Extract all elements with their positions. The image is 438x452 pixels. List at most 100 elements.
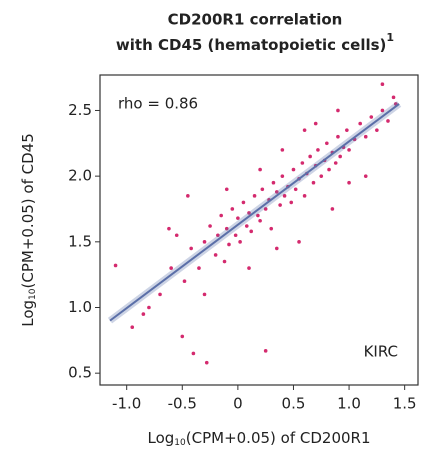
point — [186, 194, 190, 198]
point — [241, 200, 246, 205]
point — [271, 180, 276, 185]
point — [274, 246, 279, 251]
point — [280, 174, 285, 178]
point — [130, 325, 135, 330]
point — [380, 108, 385, 113]
point — [213, 253, 218, 257]
point — [180, 334, 185, 339]
x-tick-label: 0.5 — [282, 395, 306, 413]
point — [369, 115, 374, 119]
point — [345, 128, 349, 132]
point — [375, 128, 379, 132]
point — [308, 154, 312, 159]
point — [202, 292, 207, 297]
label-subscript: 10 — [174, 438, 186, 448]
point — [347, 180, 351, 185]
point — [358, 121, 362, 126]
point — [347, 148, 351, 152]
chart-title: CD200R1 correlation — [168, 11, 343, 29]
annotation: rho = 0.86 — [118, 95, 198, 113]
fit-line — [109, 103, 400, 322]
point — [244, 224, 249, 228]
point — [238, 240, 242, 244]
point — [208, 224, 212, 228]
point — [224, 187, 229, 192]
point — [330, 207, 335, 211]
point — [158, 292, 162, 297]
point — [222, 259, 227, 264]
point — [333, 161, 338, 165]
point — [363, 134, 368, 139]
point — [113, 263, 118, 268]
point — [189, 246, 193, 251]
plot-frame — [99, 74, 419, 386]
point — [280, 148, 285, 152]
point — [258, 219, 262, 223]
point — [319, 174, 324, 178]
x-tick-label: -1.0 — [112, 395, 141, 413]
point — [249, 229, 254, 234]
y-axis-label: Log10(CPM+0.05) of CD45 — [19, 133, 38, 327]
point — [327, 167, 331, 172]
point — [282, 194, 287, 198]
point — [216, 233, 220, 238]
y-tick-label: 2.0 — [68, 167, 92, 185]
point — [316, 148, 320, 152]
point — [274, 190, 279, 194]
point — [174, 233, 179, 238]
point — [247, 266, 251, 270]
point — [236, 216, 240, 220]
point — [202, 240, 207, 244]
point — [336, 108, 340, 113]
y-tick-label: 1.5 — [68, 232, 92, 250]
point — [252, 194, 257, 198]
point — [297, 240, 301, 244]
x-tick-label: -0.5 — [168, 395, 197, 413]
point — [263, 349, 268, 353]
label-part: Log — [19, 300, 37, 327]
point — [247, 211, 251, 215]
point — [300, 161, 305, 165]
point — [197, 266, 201, 270]
point — [391, 95, 396, 100]
point — [363, 174, 368, 178]
point — [278, 203, 282, 207]
point — [302, 194, 307, 198]
point — [313, 121, 318, 126]
x-tick-label: 1.5 — [393, 395, 417, 413]
label-part: (CPM+0.05) of CD200R1 — [186, 429, 371, 447]
point — [263, 207, 268, 211]
label-part: (CPM+0.05) of CD45 — [19, 133, 37, 288]
point — [167, 226, 171, 231]
point — [293, 187, 298, 192]
annotation: KIRC — [364, 343, 398, 361]
point — [182, 279, 187, 284]
point — [141, 312, 146, 316]
x-axis-label: Log10(CPM+0.05) of CD200R1 — [148, 429, 371, 448]
y-tick-label: 0.5 — [68, 364, 92, 382]
y-tick-label: 2.5 — [68, 101, 92, 119]
point — [380, 82, 385, 86]
x-tick-label: 0 — [233, 395, 243, 413]
point — [227, 242, 231, 247]
chart-title: with CD45 (hematopoietic cells)1 — [116, 31, 394, 54]
y-tick-label: 1.0 — [68, 298, 92, 316]
point — [260, 187, 265, 192]
point — [325, 141, 329, 146]
point — [233, 233, 238, 238]
title-text: with CD45 (hematopoietic cells) — [116, 36, 386, 54]
title-superscript: 1 — [386, 31, 394, 44]
point — [204, 360, 209, 365]
point — [302, 128, 307, 132]
point — [256, 213, 260, 218]
label-subscript: 10 — [28, 288, 38, 300]
point — [169, 266, 173, 270]
point — [269, 226, 274, 231]
point — [289, 200, 294, 205]
point — [147, 305, 151, 310]
x-tick-label: 1.0 — [337, 395, 361, 413]
point — [224, 226, 229, 231]
label-part: Log — [148, 429, 175, 447]
point — [386, 119, 390, 123]
